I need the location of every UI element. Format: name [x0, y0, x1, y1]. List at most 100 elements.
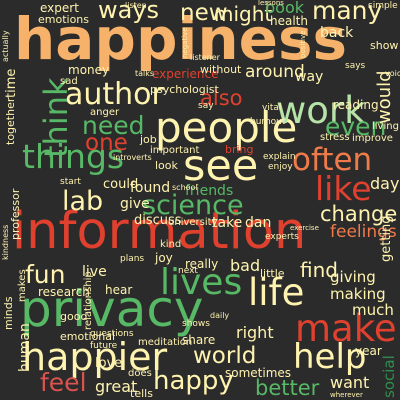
word-like: like [315, 169, 372, 208]
word-expert: expert [40, 1, 79, 15]
word-live: live [82, 264, 107, 280]
word-making: making [330, 285, 386, 303]
word-happier: happier [22, 335, 168, 379]
word-together: together [4, 97, 17, 145]
word-way: way [295, 69, 324, 85]
word-time: time [4, 68, 19, 98]
word-little: little [260, 267, 285, 280]
word-author: author [65, 77, 164, 112]
word-love: love [95, 356, 123, 371]
word-sometimes: sometimes [225, 366, 292, 380]
word-talks: talks [135, 69, 155, 78]
word-listener: listener [190, 53, 220, 62]
word-around: around [245, 62, 305, 82]
word-give: give [120, 196, 150, 212]
word-need: need [82, 111, 145, 140]
word-experts: experts [265, 232, 299, 242]
word-without: without [200, 63, 242, 76]
word-start: start [60, 177, 81, 187]
word-change: change [320, 202, 398, 226]
word-show: show [370, 39, 399, 52]
word-people: people [155, 103, 298, 152]
word-stress: stress [320, 132, 350, 143]
word-does: does [128, 368, 152, 379]
word-vital: vital [262, 103, 282, 113]
word-positive: positive [299, 30, 307, 58]
word-important: important [150, 145, 200, 156]
word-simple: simple [368, 1, 398, 11]
word-kindness: kindness [1, 224, 10, 260]
word-social: social [380, 355, 398, 398]
word-enjoy: enjoy [268, 162, 293, 172]
word-think: think [37, 77, 75, 158]
word-better: better [255, 376, 320, 400]
word-privacy: privacy [20, 280, 204, 338]
word-information: information [12, 202, 307, 261]
word-work: work [276, 89, 366, 132]
word-ways: ways [98, 0, 160, 24]
word-happy: happy [153, 366, 234, 396]
word-lab: lab [62, 186, 104, 217]
word-money: money [68, 63, 110, 77]
word-bring: bring [225, 143, 254, 156]
word-much: much [352, 301, 394, 319]
word-joy: joy [155, 251, 173, 265]
word-listen: listen [125, 1, 147, 10]
word-really: really [185, 257, 219, 271]
word-discuss: discuss [134, 213, 182, 228]
word-feelings: feelings [330, 222, 397, 242]
word-explain: explain [263, 152, 296, 162]
word-right: right [236, 323, 274, 342]
word-reading: reading [333, 98, 379, 112]
word-plans: plans [120, 254, 145, 264]
word-shows: shows [182, 319, 210, 329]
word-help: help [293, 337, 367, 377]
word-lives: lives [160, 262, 243, 303]
word-make: make [295, 307, 397, 350]
word-actually: actually [1, 30, 10, 62]
word-often: often [292, 142, 373, 178]
word-exercise: exercise [290, 224, 319, 232]
word-book: book [265, 0, 304, 17]
word-emotions: emotions [38, 13, 90, 26]
word-health: health [270, 14, 308, 28]
word-lessons: lessons [258, 0, 284, 7]
word-questions: questions [90, 329, 134, 339]
word-introverts: introverts [113, 153, 152, 162]
word-look: look [155, 159, 178, 172]
word-voice: voice [385, 69, 400, 78]
word-improve: improve [352, 133, 393, 144]
word-back: back [320, 25, 354, 41]
word-world: world [193, 343, 257, 369]
word-minds: minds [2, 296, 15, 330]
word-new: new [180, 0, 228, 26]
word-share: share [182, 333, 216, 347]
word-giving: giving [330, 268, 376, 286]
word-future: future [90, 341, 118, 351]
word-good: good [60, 310, 88, 323]
word-negative: negative [181, 27, 189, 58]
word-hear: hear [105, 283, 133, 297]
word-kind: kind [160, 239, 182, 250]
word-research: research [38, 285, 90, 299]
word-relationship: relationship [83, 271, 94, 330]
word-sad: sad [60, 76, 78, 87]
word-human: human [17, 323, 33, 372]
word-might: might [214, 2, 273, 26]
word-science: science [142, 190, 244, 221]
word-getting: getting [379, 215, 394, 262]
word-find: find [300, 258, 338, 282]
word-feel: feel [40, 368, 87, 397]
word-would: would [374, 70, 395, 124]
word-bad: bad [230, 256, 261, 275]
word-friends: friends [185, 183, 234, 199]
word-university: university [168, 217, 218, 228]
word-life: life [248, 271, 305, 314]
word-could: could [103, 177, 139, 192]
word-one: one [85, 130, 128, 156]
word-fun: fun [25, 260, 66, 289]
word-see: see [183, 141, 259, 191]
word-experience: experience [152, 67, 219, 81]
word-job: job [140, 133, 157, 146]
word-also: also [200, 86, 243, 110]
